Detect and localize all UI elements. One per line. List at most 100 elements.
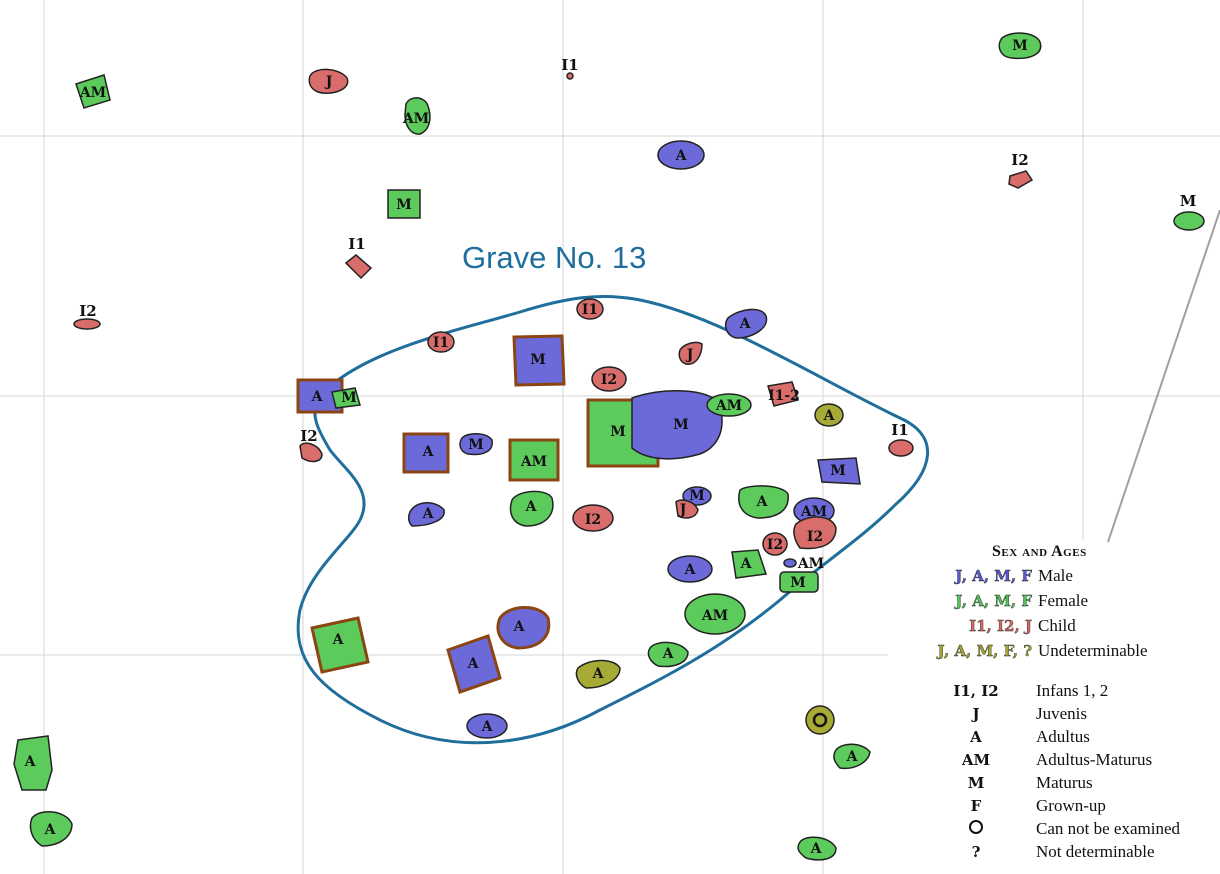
legend-age-desc: Not determinable: [1036, 841, 1155, 861]
legend-sex-desc: Undeterminable: [1038, 641, 1148, 660]
legend-age-key: ?: [971, 842, 981, 861]
burial-shape: [998, 32, 1042, 60]
burial-shape: [387, 189, 421, 219]
legend-age-desc: Juvenis: [1036, 703, 1087, 723]
burial-marker: I1: [576, 298, 604, 320]
burial-shape: [509, 490, 554, 527]
legend-age-key: I1, I2: [953, 681, 999, 700]
burial-shape: [446, 634, 502, 694]
legend-age-key: A: [970, 727, 982, 746]
burial-marker: A: [738, 485, 789, 519]
legend-sex-desc: Male: [1038, 566, 1073, 585]
burial-shape: [572, 504, 614, 532]
burial-shape: [466, 713, 508, 739]
burial-marker: I2: [793, 516, 837, 550]
burial-marker: AM: [783, 556, 824, 572]
burial-shape: [631, 390, 723, 460]
burial-shape: [496, 606, 551, 650]
legend-sex-key: J, A, M, F: [955, 567, 1032, 585]
legend-sex-row: J, A, M, F Male: [916, 564, 1073, 588]
legend-age-row: Can not be examined: [916, 817, 1180, 840]
burial-shape: [762, 532, 788, 556]
burial-marker: M: [331, 387, 361, 409]
burial-shape: [783, 558, 797, 568]
burial-marker: M: [512, 334, 566, 387]
legend-age-desc: Grown-up: [1036, 795, 1106, 815]
burial-shape: [767, 381, 799, 407]
burial-shape: [678, 341, 703, 365]
legend-age-key: M: [967, 773, 985, 792]
legend-sex-key: I1, I2, J: [969, 617, 1032, 635]
burial-label: M: [673, 417, 689, 433]
burial-shape: [402, 432, 450, 474]
burial-marker: A: [731, 549, 767, 579]
burial-label: A: [823, 408, 836, 424]
legend-age-row: A Adultus: [916, 725, 1090, 748]
burial-marker: A: [466, 713, 508, 739]
burial-label: A: [311, 389, 324, 405]
burial-shape: [576, 298, 604, 320]
legend-age-row: F Grown-up: [916, 794, 1106, 817]
burial-marker: A: [833, 743, 871, 770]
burial-label: I2: [1011, 151, 1028, 169]
burial-label: I1: [348, 235, 365, 253]
burial-label: M: [396, 197, 412, 213]
legend-sex-row: I1, I2, J Child: [916, 614, 1076, 638]
burial-marker: M: [459, 433, 493, 456]
burial-shape: [817, 457, 861, 485]
burial-shape: [508, 438, 560, 482]
burial-marker: I2: [572, 504, 614, 532]
burial-label: AM: [715, 398, 742, 414]
burial-marker: I2: [73, 302, 101, 330]
legend-sex-desc: Child: [1038, 616, 1076, 635]
legend-age-row: AM Adultus-Maturus: [916, 748, 1152, 771]
burial-shape: [731, 549, 767, 579]
burial-shape: [459, 433, 493, 456]
burial-marker: A: [667, 555, 713, 583]
burial-marker: M: [1173, 192, 1205, 231]
burial-label: AM: [797, 556, 824, 572]
burial-label: A: [513, 619, 526, 635]
burial-shape: [682, 486, 712, 506]
burial-label: AM: [79, 85, 106, 101]
burial-shape: [888, 439, 914, 457]
burial-label: M: [1012, 38, 1028, 54]
burial-shape: [310, 616, 370, 674]
legend-title: Sex and Ages: [992, 543, 1087, 560]
burial-shape: [75, 74, 111, 109]
burial-shape: [738, 485, 789, 519]
burial-shape: [779, 571, 819, 593]
burial-marker: A: [402, 432, 450, 474]
burial-marker: A: [724, 308, 768, 339]
burial-marker: I1: [344, 235, 373, 280]
ring-icon: [969, 819, 983, 834]
burial-shape: [591, 366, 627, 392]
burial-label: A: [756, 494, 769, 510]
burial-label: M: [468, 437, 484, 453]
burial-label: J: [685, 347, 694, 363]
burial-shape: [566, 72, 574, 80]
burial-label: I1: [891, 421, 908, 439]
burial-marker: I2: [299, 427, 323, 463]
burial-shape: [667, 555, 713, 583]
burial-shape: [793, 516, 837, 550]
burial-label: I1: [561, 56, 578, 74]
burial-label: I2: [300, 427, 317, 445]
burial-marker: A: [814, 403, 844, 427]
burial-marker: I1: [427, 331, 455, 353]
burial-shape: [706, 393, 752, 417]
burial-shape: [797, 836, 837, 861]
burial-marker: A: [496, 606, 551, 650]
burial-label: A: [24, 754, 37, 770]
burial-marker: J: [678, 341, 703, 365]
burial-shape: [575, 659, 621, 689]
burial-marker: AM: [706, 393, 752, 417]
burial-marker: M: [817, 457, 861, 485]
burial-shape: [657, 140, 705, 170]
legend-age-desc: Can not be examined: [1036, 818, 1180, 838]
burial-label: I2: [79, 302, 96, 320]
legend-sex-desc: Female: [1038, 591, 1089, 610]
burial-marker: A: [509, 490, 554, 527]
pointer-line: [1107, 209, 1220, 543]
burial-label: I2: [601, 372, 617, 388]
